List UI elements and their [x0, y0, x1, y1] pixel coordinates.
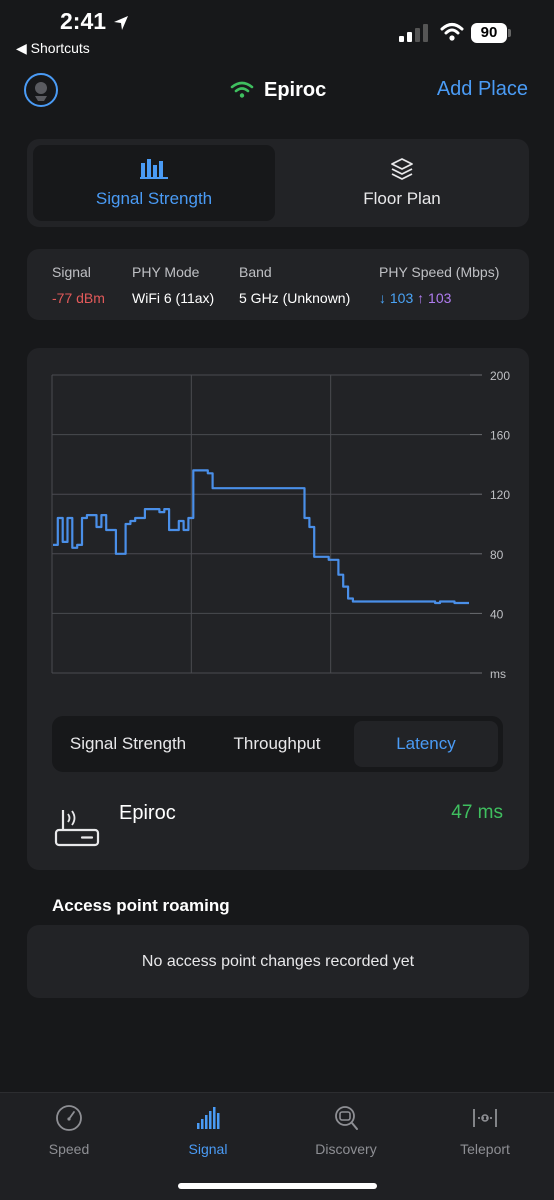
phy-mode-value: WiFi 6 (11ax) — [132, 290, 215, 306]
roaming-section-title: Access point roaming — [52, 896, 230, 915]
network-title: Epiroc — [230, 78, 326, 102]
tab-signal-strength-label: Signal Strength — [95, 189, 213, 208]
router-icon — [54, 810, 100, 847]
band-info: Band 5 GHz (Unknown) — [239, 264, 350, 306]
layers-icon — [391, 158, 413, 180]
signal-chart-icon — [140, 159, 168, 179]
chart-card: 200 160 120 80 40 ms Signal Strength Throughp… — [27, 348, 529, 870]
phy-speed-label: PHY Speed (Mbps) — [379, 264, 500, 280]
current-latency-value: 47 ms — [451, 802, 503, 823]
location-arrow-icon — [114, 16, 128, 30]
tab-metric-signal-strength[interactable]: Signal Strength — [69, 734, 187, 753]
phy-mode-info: PHY Mode WiFi 6 (11ax) — [132, 264, 214, 306]
tab-discovery[interactable]: Discovery — [296, 1103, 396, 1157]
y-tick-label: 160 — [490, 429, 510, 443]
tab-teleport[interactable]: Teleport — [435, 1103, 535, 1157]
tab-signal[interactable]: Signal — [158, 1103, 258, 1157]
wifi-icon — [230, 81, 254, 98]
tab-teleport-label: Teleport — [460, 1141, 510, 1157]
tab-speed-label: Speed — [48, 1141, 90, 1157]
tab-metric-throughput[interactable]: Throughput — [233, 734, 321, 753]
battery-indicator: 90 — [471, 23, 511, 43]
y-tick-label: ms — [490, 667, 506, 681]
add-place-button[interactable]: Add Place — [436, 78, 528, 100]
home-indicator — [178, 1183, 377, 1189]
phy-speed-down: ↓ 103 — [379, 290, 414, 306]
status-time: 2:41 — [60, 8, 107, 34]
band-value: 5 GHz (Unknown) — [239, 290, 351, 306]
avatar-icon — [35, 82, 47, 101]
phy-speed-up: ↑ 103 — [417, 290, 452, 306]
wifi-status-icon — [440, 23, 464, 41]
profile-avatar[interactable] — [24, 73, 58, 107]
phy-speed-info: PHY Speed (Mbps) ↓ 103 ↑ 103 — [379, 264, 499, 306]
y-tick-label: 80 — [490, 548, 504, 562]
teleport-icon — [473, 1109, 497, 1127]
tab-floor-plan-label: Floor Plan — [363, 189, 441, 208]
speedometer-icon — [56, 1105, 82, 1131]
tab-signal-label: Signal — [188, 1141, 228, 1157]
tab-floor-plan-view[interactable]: Floor Plan — [281, 145, 523, 221]
signal-label: Signal — [52, 264, 91, 280]
discovery-icon — [335, 1106, 358, 1130]
back-to-shortcuts[interactable]: ◀ Shortcuts — [16, 40, 90, 56]
tab-signal-strength-view[interactable]: Signal Strength — [33, 145, 275, 221]
battery-level: 90 — [471, 23, 507, 43]
tab-discovery-label: Discovery — [315, 1141, 377, 1157]
y-tick-label: 40 — [490, 607, 504, 621]
signal-bars-icon — [197, 1107, 220, 1129]
network-name: Epiroc — [264, 78, 327, 101]
band-label: Band — [239, 264, 272, 280]
y-tick-label: 200 — [490, 369, 510, 383]
connection-info-card: Signal -77 dBm PHY Mode WiFi 6 (11ax) Ba… — [27, 249, 529, 320]
view-toggle: Signal Strength Floor Plan — [27, 139, 529, 227]
metric-toggle: Signal Strength Throughput Latency — [52, 716, 503, 772]
current-network-name: Epiroc — [119, 802, 176, 824]
tab-metric-latency[interactable]: Latency — [354, 721, 498, 767]
latency-chart: 200 160 120 80 40 ms — [51, 369, 510, 681]
signal-info: Signal -77 dBm — [52, 264, 105, 306]
signal-value: -77 dBm — [52, 290, 105, 306]
phy-mode-label: PHY Mode — [132, 264, 200, 280]
cellular-signal-icon — [399, 24, 428, 42]
roaming-empty-state: No access point changes recorded yet — [27, 925, 529, 998]
latency-series-line — [53, 469, 469, 605]
tab-speed[interactable]: Speed — [19, 1103, 119, 1157]
y-tick-label: 120 — [490, 488, 510, 502]
bottom-tab-bar: Speed Signal Discovery Teleport — [0, 1092, 554, 1200]
